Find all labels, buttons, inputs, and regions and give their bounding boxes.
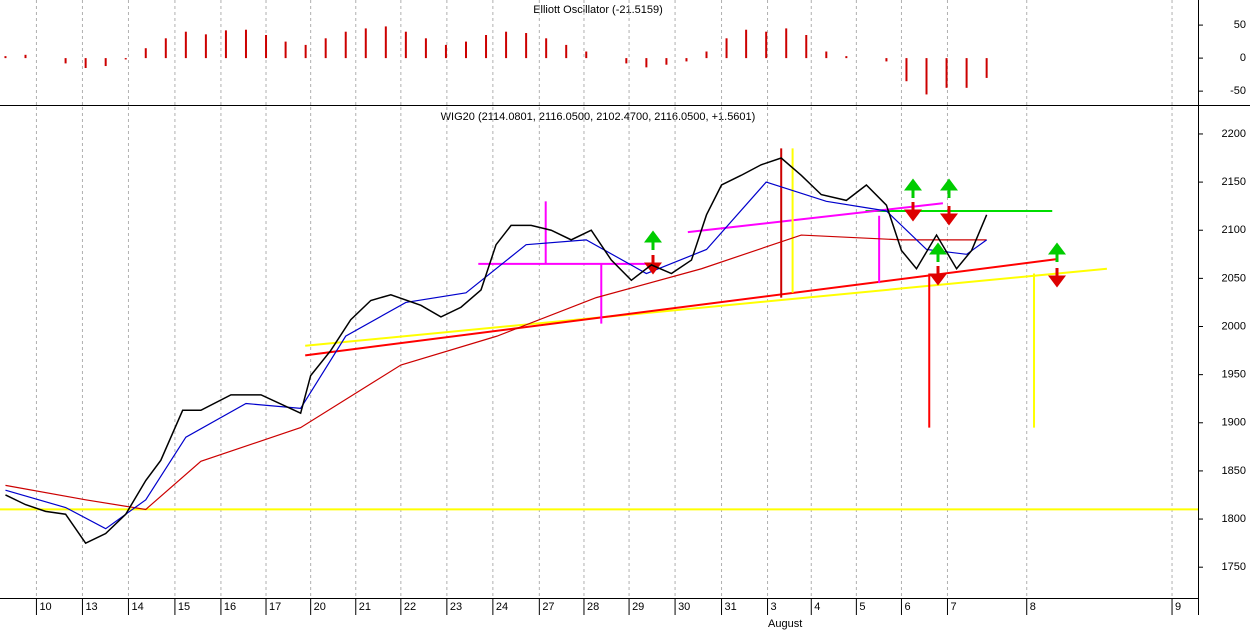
x-tick-label: 10 (39, 601, 51, 613)
price-title: WIG20 (2114.0801, 2116.0500, 2102.4700, … (441, 111, 756, 123)
x-tick-label: 5 (859, 601, 865, 613)
x-tick-label: 23 (450, 601, 462, 613)
x-tick-label: 21 (359, 601, 371, 613)
x-tick-label: 28 (587, 601, 599, 613)
x-tick-label: 20 (314, 601, 326, 613)
trend-line (687, 202, 944, 234)
sell-arrows (644, 202, 1066, 288)
x-tick-label: 16 (224, 601, 236, 613)
x-tick-label: 14 (131, 601, 143, 613)
x-tick-label: 27 (542, 601, 554, 613)
y-tick-label: 2150 (1222, 176, 1246, 188)
signal-arrows (644, 178, 1066, 288)
x-tick-label: 30 (678, 601, 690, 613)
x-tick-label: 31 (725, 601, 737, 613)
x-tick-label: 29 (632, 601, 644, 613)
y-tick-label: 1800 (1222, 513, 1246, 525)
x-tick-label: 4 (814, 601, 820, 613)
x-tick-label: 15 (178, 601, 190, 613)
x-tick-label: 6 (904, 601, 910, 613)
x-tick-label: 8 (1030, 601, 1036, 613)
y-tick-label: -50 (1230, 85, 1246, 97)
series-line (5, 234, 987, 511)
x-tick-label: 7 (950, 601, 956, 613)
x-tick-label: 17 (269, 601, 281, 613)
y-tick-label: 2100 (1222, 224, 1246, 236)
x-tick-label: 22 (404, 601, 416, 613)
y-tick-label: 1950 (1222, 369, 1246, 381)
oscillator-title: Elliott Oscillator (-21.5159) (533, 4, 663, 16)
x-tick-label: 13 (85, 601, 97, 613)
x-tick-label: 9 (1175, 601, 1181, 613)
y-tick-label: 2050 (1222, 272, 1246, 284)
month-label: August (768, 618, 802, 630)
buy-arrows (644, 178, 1066, 262)
x-tick-label: 24 (496, 601, 508, 613)
y-tick-label: 1750 (1222, 561, 1246, 573)
x-tick-label: 3 (771, 601, 777, 613)
y-tick-label: 0 (1240, 52, 1246, 64)
trend-line (305, 267, 1107, 347)
series-line (5, 181, 987, 530)
y-tick-label: 50 (1234, 19, 1246, 31)
y-tick-label: 1900 (1222, 417, 1246, 429)
y-tick-label: 2000 (1222, 320, 1246, 332)
y-tick-label: 1850 (1222, 465, 1246, 477)
series-line (5, 157, 988, 545)
y-tick-label: 2200 (1222, 128, 1246, 140)
